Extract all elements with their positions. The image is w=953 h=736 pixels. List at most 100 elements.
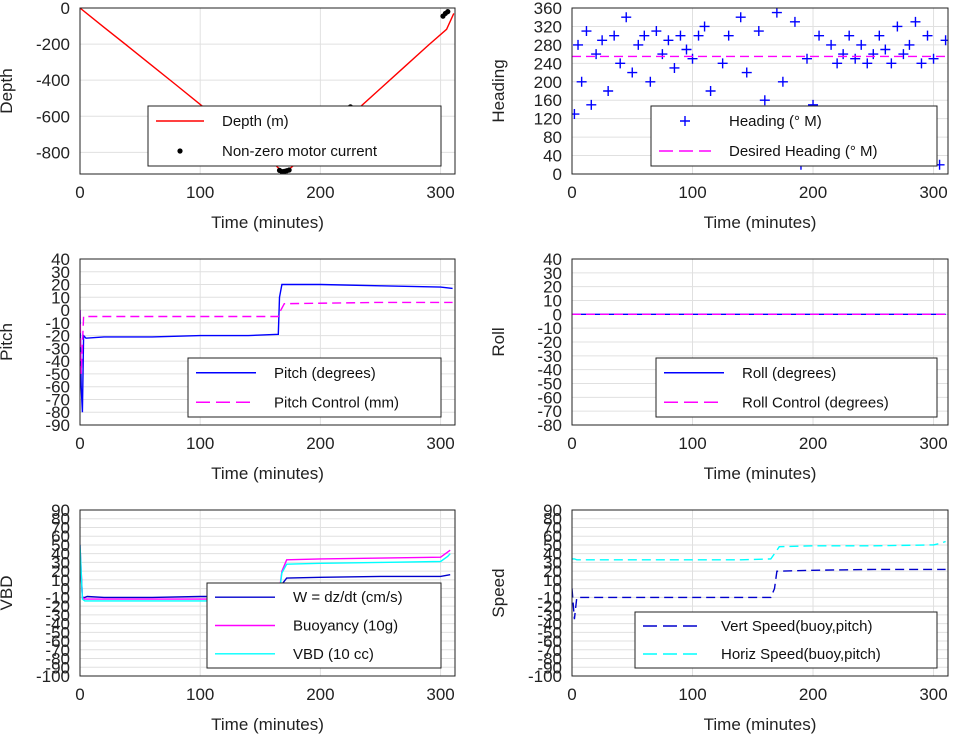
x-tick-label: 0: [75, 685, 84, 704]
y-tick-label: -60: [537, 388, 562, 407]
y-tick-label: -80: [45, 403, 70, 422]
legend-label: Roll (degrees): [742, 365, 836, 382]
data-point: [916, 58, 927, 69]
y-tick-label: 0: [553, 165, 562, 184]
legend: Heading (° M) Desired Heading (° M): [650, 105, 938, 167]
x-tick-label: 200: [799, 685, 827, 704]
series-group: [80, 283, 453, 413]
y-tick-label: -70: [45, 390, 70, 409]
data-point: [880, 44, 891, 55]
legend-label: Heading (° M): [729, 113, 822, 130]
legend-box: [187, 357, 442, 418]
legend-box: [634, 611, 938, 669]
y-tick-label: 20: [51, 276, 70, 295]
axes-frame: [79, 7, 456, 175]
y-axis-label: Pitch: [0, 323, 16, 361]
data-point: [669, 62, 680, 73]
x-tick-label: 300: [426, 434, 454, 453]
legend-box: [147, 105, 442, 167]
y-tick-label: 40: [543, 545, 562, 564]
data-point: [838, 49, 849, 60]
x-tick-label: 200: [306, 434, 334, 453]
x-axis-label: Time (minutes): [704, 213, 817, 232]
data-point: [639, 30, 650, 41]
y-tick-label: 70: [543, 518, 562, 537]
y-tick-label: -600: [36, 107, 70, 126]
data-point: [597, 35, 608, 46]
y-tick-label: -70: [537, 641, 562, 660]
y-tick-label: -100: [36, 667, 70, 686]
data-point: [868, 49, 879, 60]
data-point: [735, 12, 746, 23]
x-tick-label: 0: [75, 434, 84, 453]
chart-pitch: 0 100 200 300403020100-10-20-30-40-50-60-70…: [0, 250, 456, 483]
y-tick-label: 80: [543, 128, 562, 147]
y-tick-label: 0: [553, 580, 562, 599]
y-tick-label: 10: [543, 571, 562, 590]
y-tick-label: -10: [45, 314, 70, 333]
y-tick-label: 280: [534, 36, 562, 55]
y-tick-label: -30: [45, 606, 70, 625]
y-tick-label: 10: [51, 571, 70, 590]
y-tick-label: 0: [61, 580, 70, 599]
x-tick-label: 100: [186, 434, 214, 453]
y-tick-label: -20: [45, 327, 70, 346]
y-tick-label: -30: [45, 339, 70, 358]
x-axis-label: Time (minutes): [704, 464, 817, 483]
chart-depth: 0 100 200 300 0 -200 -400 -600 -800 Time (minutes…: [0, 0, 456, 232]
y-tick-label: 30: [51, 263, 70, 282]
data-point: [603, 86, 614, 96]
chart-vbd: 0 100 200 3009080706050403020100-10-20-30-4…: [0, 501, 456, 734]
x-tick-label: 200: [799, 183, 827, 202]
y-axis-label: Roll: [489, 327, 508, 356]
y-tick-label: 0: [61, 0, 70, 18]
x-tick-label: 300: [919, 183, 947, 202]
data-point: [693, 30, 704, 41]
x-tick-label: 100: [678, 183, 706, 202]
axes-frame: [79, 258, 456, 426]
y-tick-label: 40: [51, 250, 70, 269]
y-tick-label: -40: [537, 361, 562, 380]
data-point: [850, 53, 861, 64]
y-tick-label: -100: [528, 667, 562, 686]
x-tick-label: 200: [306, 685, 334, 704]
chart-heading: 0 100 200 30004080120160200240280320360Time…: [489, 0, 949, 232]
data-point: [844, 30, 855, 41]
y-tick-label: 160: [534, 91, 562, 110]
y-tick-label: -50: [45, 365, 70, 384]
data-point: [922, 30, 933, 41]
y-tick-label: -40: [537, 615, 562, 634]
y-tick-label: -80: [45, 650, 70, 669]
y-tick-label: 90: [51, 501, 70, 520]
y-tick-label: -10: [537, 588, 562, 607]
data-point: [940, 35, 948, 46]
data-point: [687, 53, 698, 64]
y-tick-label: 70: [51, 518, 70, 537]
y-tick-label: -30: [537, 606, 562, 625]
x-tick-label: 100: [678, 434, 706, 453]
legend: W = dz/dt (cm/s) Buoyancy (10g) VBD (10 cc…: [206, 582, 442, 669]
y-tick-label: 360: [534, 0, 562, 18]
data-point: [581, 26, 592, 37]
data-point: [814, 30, 825, 41]
y-tick-label: 50: [543, 536, 562, 555]
legend-label: Desired Heading (° M): [729, 143, 878, 160]
legend-box: [655, 357, 938, 418]
x-tick-label: 100: [186, 685, 214, 704]
y-tick-label: -40: [45, 615, 70, 634]
x-tick-label: 300: [426, 183, 454, 202]
chart-roll: 0 100 200 300403020100-10-20-30-40-50-60-70…: [489, 250, 949, 483]
y-tick-label: 20: [543, 278, 562, 297]
y-axis-label: Depth: [0, 68, 16, 113]
x-tick-label: 100: [186, 183, 214, 202]
legend-label: VBD (10 cc): [293, 646, 374, 663]
data-point: [826, 39, 837, 50]
data-point: [663, 35, 674, 46]
y-axis-label: Heading: [489, 59, 508, 122]
y-tick-label: -70: [537, 402, 562, 421]
y-tick-label: 10: [51, 288, 70, 307]
y-tick-label: -30: [537, 347, 562, 366]
y-tick-label: 30: [51, 553, 70, 572]
data-point: [789, 16, 800, 27]
y-tick-label: -90: [45, 658, 70, 677]
